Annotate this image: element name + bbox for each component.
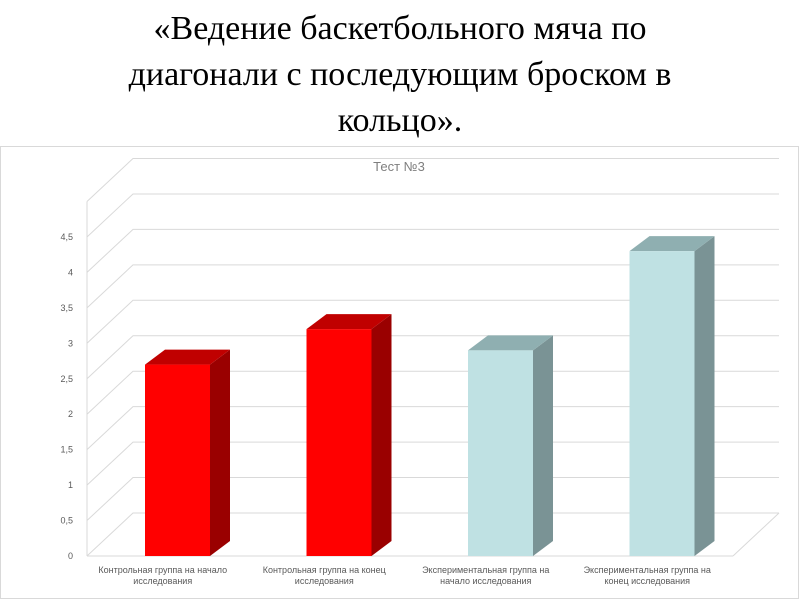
x-category-label-line: Экспериментальная группа на [584,565,711,575]
chart-title: Тест №3 [373,159,425,174]
x-category-label-line: Контрольная группа на конец [263,565,386,575]
grid-line [86,441,779,486]
bar-top [145,349,230,365]
bar-side [210,349,230,556]
grid-line [86,193,779,238]
grid-line [86,406,779,451]
bar [145,349,230,556]
grid-line [86,264,779,309]
chart-area: Тест №3 0 0,5 1 1,5 2 2,5 3 3,5 4 4,5 Контрольная… [0,146,799,599]
bar [629,236,715,556]
bar-top [306,314,392,330]
y-tick-label: 1 [68,480,73,490]
y-tick-label: 0,5 [60,516,73,526]
grid-line [86,299,779,344]
y-tick-label: 0 [68,551,73,561]
x-category-label-line: исследования [295,576,354,586]
bar-top [468,335,553,351]
x-category-label: Экспериментальная группа на конец исследо… [584,565,711,586]
bar [306,314,392,556]
bar-front [306,329,372,556]
y-tick-label: 4,5 [60,232,73,242]
x-category-label: Контрольная группа на конец исследования [263,565,386,586]
x-category-label-line: конец исследования [604,576,690,586]
slide-title: «Ведение баскетбольного мяча по диагонал… [0,6,800,144]
grid-line [86,335,779,380]
grid-line [86,228,779,273]
floor-edge [732,512,780,557]
bar-front [629,251,695,556]
x-category-label: Экспериментальная группа на начало исслед… [422,565,549,586]
y-tick-label: 3 [68,338,73,348]
x-category-label-line: исследования [133,576,192,586]
bar-side [533,335,553,556]
y-tick-label: 2 [68,409,73,419]
bar [468,335,553,556]
bar-side [694,236,715,556]
slide-title-line-3: кольцо». [337,102,463,139]
bar-front [145,364,210,556]
x-category-label-line: Контрольная группа на начало [98,565,227,575]
y-tick-label: 1,5 [60,445,73,455]
grid-line [86,158,779,202]
bar-top [629,236,715,252]
grid-line [86,477,779,521]
y-tick-label: 3,5 [60,303,73,313]
bar-chart: Тест №3 0 0,5 1 1,5 2 2,5 3 3,5 4 4,5 Контрольная… [60,158,780,586]
grid-line [86,512,779,557]
x-category-label: Контрольная группа на начало исследования [98,565,227,586]
slide-title-line-1: «Ведение баскетбольного мяча по [153,10,647,47]
grid-line [86,370,779,415]
x-category-label-line: начало исследования [440,576,531,586]
x-category-label-line: Экспериментальная группа на [422,565,549,575]
bar-side [371,314,392,556]
y-tick-label: 4 [68,267,73,277]
y-tick-label: 2,5 [60,374,73,384]
bar-front [468,350,533,556]
slide-title-line-2: диагонали с последующим броском в [128,56,672,93]
